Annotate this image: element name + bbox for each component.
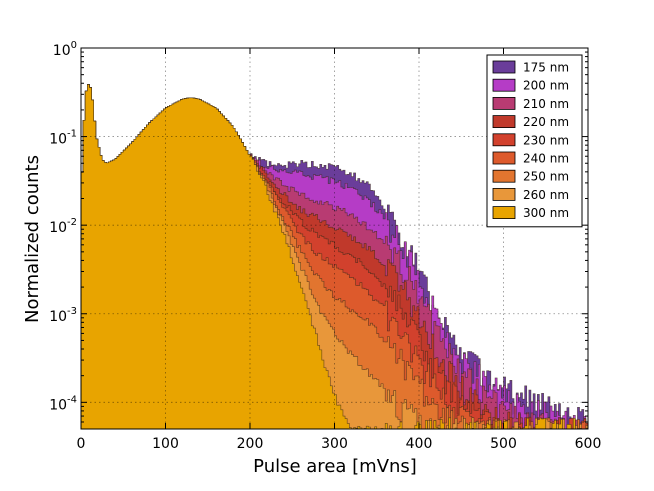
legend-swatch [492,169,516,183]
legend-label: 200 nm [523,79,569,93]
legend-swatch [492,60,516,74]
legend-label: 240 nm [523,152,569,166]
legend: 175 nm 200 nm 210 nm 220 nm 230 nm 240 nm 250 … [486,54,583,228]
legend-swatch [492,151,516,165]
series-areas [80,84,589,430]
series-area-300-nm [80,84,589,430]
y-tick-label: 100 [53,40,77,59]
x-tick-label: 300 [321,436,348,452]
legend-swatch [492,187,516,201]
legend-label: 300 nm [523,206,569,220]
legend-label: 260 nm [523,188,569,202]
x-tick-label: 100 [152,436,179,452]
y-tick-label: 10-2 [49,217,77,236]
x-axis-title: Pulse area [mVns] [253,456,417,477]
legend-swatch [492,78,516,92]
legend-swatch [492,206,516,220]
legend-swatch [492,97,516,110]
legend-label: 220 nm [523,115,569,129]
y-tick-label: 10-1 [49,129,77,148]
x-tick-label: 600 [575,436,602,452]
legend-label: 230 nm [523,133,569,147]
y-tick-label: 10-4 [49,394,77,413]
x-tick-label: 0 [77,436,86,452]
y-tick-labels: 100 10-1 10-2 10-3 10-4 [49,40,77,413]
legend-swatch [492,115,516,128]
legend-label: 210 nm [523,97,569,111]
y-tick-label: 10-3 [49,306,77,325]
x-tick-label: 400 [406,436,433,452]
x-tick-label: 500 [490,436,517,452]
legend-swatch [492,133,516,147]
legend-label: 175 nm [523,61,569,75]
x-tick-labels: 0 100 200 300 400 500 600 [77,436,602,452]
y-axis-title: Normalized counts [22,155,43,323]
axis-ticks [80,48,589,430]
legend-label: 250 nm [523,170,569,184]
x-tick-label: 200 [237,436,264,452]
